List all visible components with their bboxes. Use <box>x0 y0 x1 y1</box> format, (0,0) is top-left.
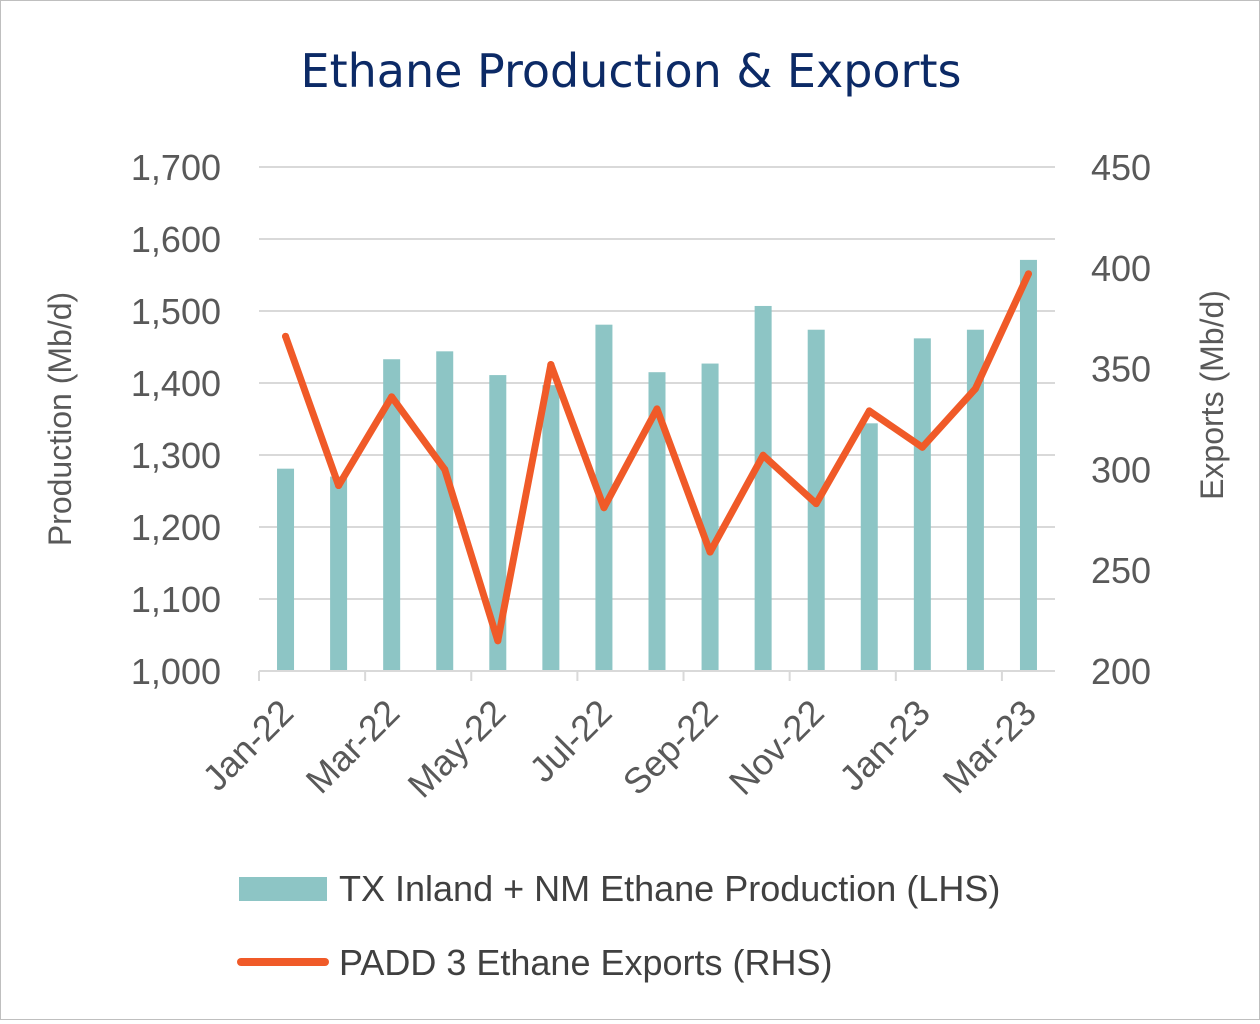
exports-point <box>653 405 661 413</box>
exports-point <box>600 504 608 512</box>
x-tick-label: Mar-22 <box>298 692 408 802</box>
exports-point <box>1024 270 1032 278</box>
x-tick-label: May-22 <box>400 692 514 806</box>
exports-point <box>282 332 290 340</box>
x-tick-label: Jan-22 <box>194 692 301 799</box>
right-axis-ticks: 200 250 300 350 400 450 <box>1091 147 1151 692</box>
x-tick-label: Jul-22 <box>521 692 619 790</box>
y2-tick-label: 200 <box>1091 651 1151 692</box>
y2-axis-title: Exports (Mb/d) <box>1194 290 1230 500</box>
y-tick-label: 1,000 <box>131 651 221 692</box>
legend-label-production: TX Inland + NM Ethane Production (LHS) <box>339 868 1000 909</box>
left-axis-ticks: 1,000 1,100 1,200 1,300 1,400 1,500 1,600 1,700 <box>131 147 221 692</box>
exports-point <box>918 443 926 451</box>
production-bar <box>1019 259 1037 671</box>
exports-point <box>865 407 873 415</box>
axes <box>258 670 1055 681</box>
y-tick-label: 1,200 <box>131 507 221 548</box>
y2-tick-label: 250 <box>1091 550 1151 591</box>
chart-title: Ethane Production & Exports <box>301 44 962 98</box>
production-bar <box>489 375 507 671</box>
exports-point <box>494 637 502 645</box>
y2-tick-label: 400 <box>1091 248 1151 289</box>
exports-point <box>759 451 767 459</box>
y-tick-label: 1,100 <box>131 579 221 620</box>
x-tick-label: Nov-22 <box>721 692 832 803</box>
exports-point <box>335 482 343 490</box>
exports-line-group <box>282 270 1032 645</box>
y-tick-label: 1,500 <box>131 291 221 332</box>
y2-tick-label: 300 <box>1091 449 1151 490</box>
x-tick-label: Sep-22 <box>615 692 726 803</box>
y-tick-label: 1,600 <box>131 219 221 260</box>
production-bar <box>648 372 666 671</box>
y-tick-label: 1,700 <box>131 147 221 188</box>
y-axis-title: Production (Mb/d) <box>42 292 78 546</box>
exports-point <box>547 361 555 369</box>
exports-point <box>388 393 396 401</box>
legend: TX Inland + NM Ethane Production (LHS) PA… <box>237 868 1000 983</box>
y2-tick-label: 350 <box>1091 349 1151 390</box>
production-bar <box>383 359 401 671</box>
production-bar <box>330 476 348 671</box>
production-bar <box>913 338 931 671</box>
x-tick-label: Jan-23 <box>831 692 938 799</box>
production-bar <box>860 423 878 671</box>
exports-point <box>971 385 979 393</box>
y-tick-label: 1,300 <box>131 435 221 476</box>
y-tick-label: 1,400 <box>131 363 221 404</box>
production-bars <box>277 259 1037 671</box>
production-bar <box>436 351 454 671</box>
exports-point <box>706 548 714 556</box>
legend-swatch-production <box>239 877 327 901</box>
production-bar <box>701 363 719 671</box>
production-bar <box>966 329 984 671</box>
production-bar <box>754 305 772 671</box>
legend-label-exports: PADD 3 Ethane Exports (RHS) <box>339 942 833 983</box>
y2-tick-label: 450 <box>1091 147 1151 188</box>
x-tick-label: Mar-23 <box>934 692 1044 802</box>
exports-point <box>441 465 449 473</box>
production-bar <box>277 468 295 671</box>
exports-point <box>812 500 820 508</box>
production-bar <box>542 385 560 671</box>
